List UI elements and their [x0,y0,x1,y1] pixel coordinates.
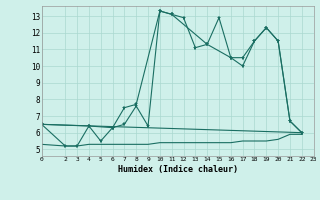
X-axis label: Humidex (Indice chaleur): Humidex (Indice chaleur) [118,165,237,174]
